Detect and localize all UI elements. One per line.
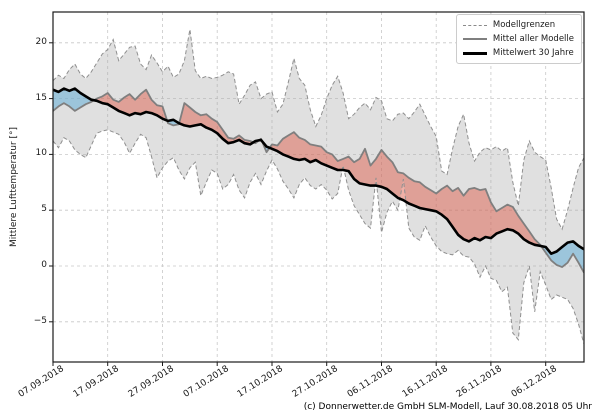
y-tick-label: 20 [35,36,47,47]
y-tick-label: −5 [33,315,47,326]
y-axis-label: Mittlere Lufttemperatur [°] [9,127,19,247]
legend-item-modellgrenzen: Modellgrenzen [462,19,574,31]
legend-label: Mittelwert 30 Jahre [492,48,574,58]
upper-bound-line [53,29,584,231]
plot-border [52,11,585,363]
above-normal-area [94,89,542,247]
gray-line-icon [462,38,487,40]
tick-marks [49,42,547,366]
fill-areas [53,29,584,345]
gridlines [53,12,584,362]
y-tick-label: 10 [35,148,47,159]
y-tick-label: 0 [41,260,47,270]
model-envelope-area [53,29,584,345]
climate-mean-line [53,87,584,255]
y-tick-label: 15 [35,92,47,103]
legend-label: Mittel aller Modelle [492,34,574,44]
legend-item-mittelwert-30-jahre: Mittelwert 30 Jahre [462,47,574,59]
legend-label: Modellgrenzen [492,20,556,30]
legend-item-mittel-aller-modelle: Mittel aller Modelle [462,33,574,45]
dashed-line-icon [462,24,487,26]
data-lines [53,29,584,345]
black-line-icon [462,51,487,55]
model-mean-line [53,88,584,274]
lower-bound-line [53,129,584,345]
copyright-caption: (c) Donnerwetter.de GmbH SLM-Modell, Lau… [303,402,592,412]
y-tick-label: 5 [41,204,47,215]
chart-legend: Modellgrenzen Mittel aller Modelle Mitte… [455,14,582,64]
